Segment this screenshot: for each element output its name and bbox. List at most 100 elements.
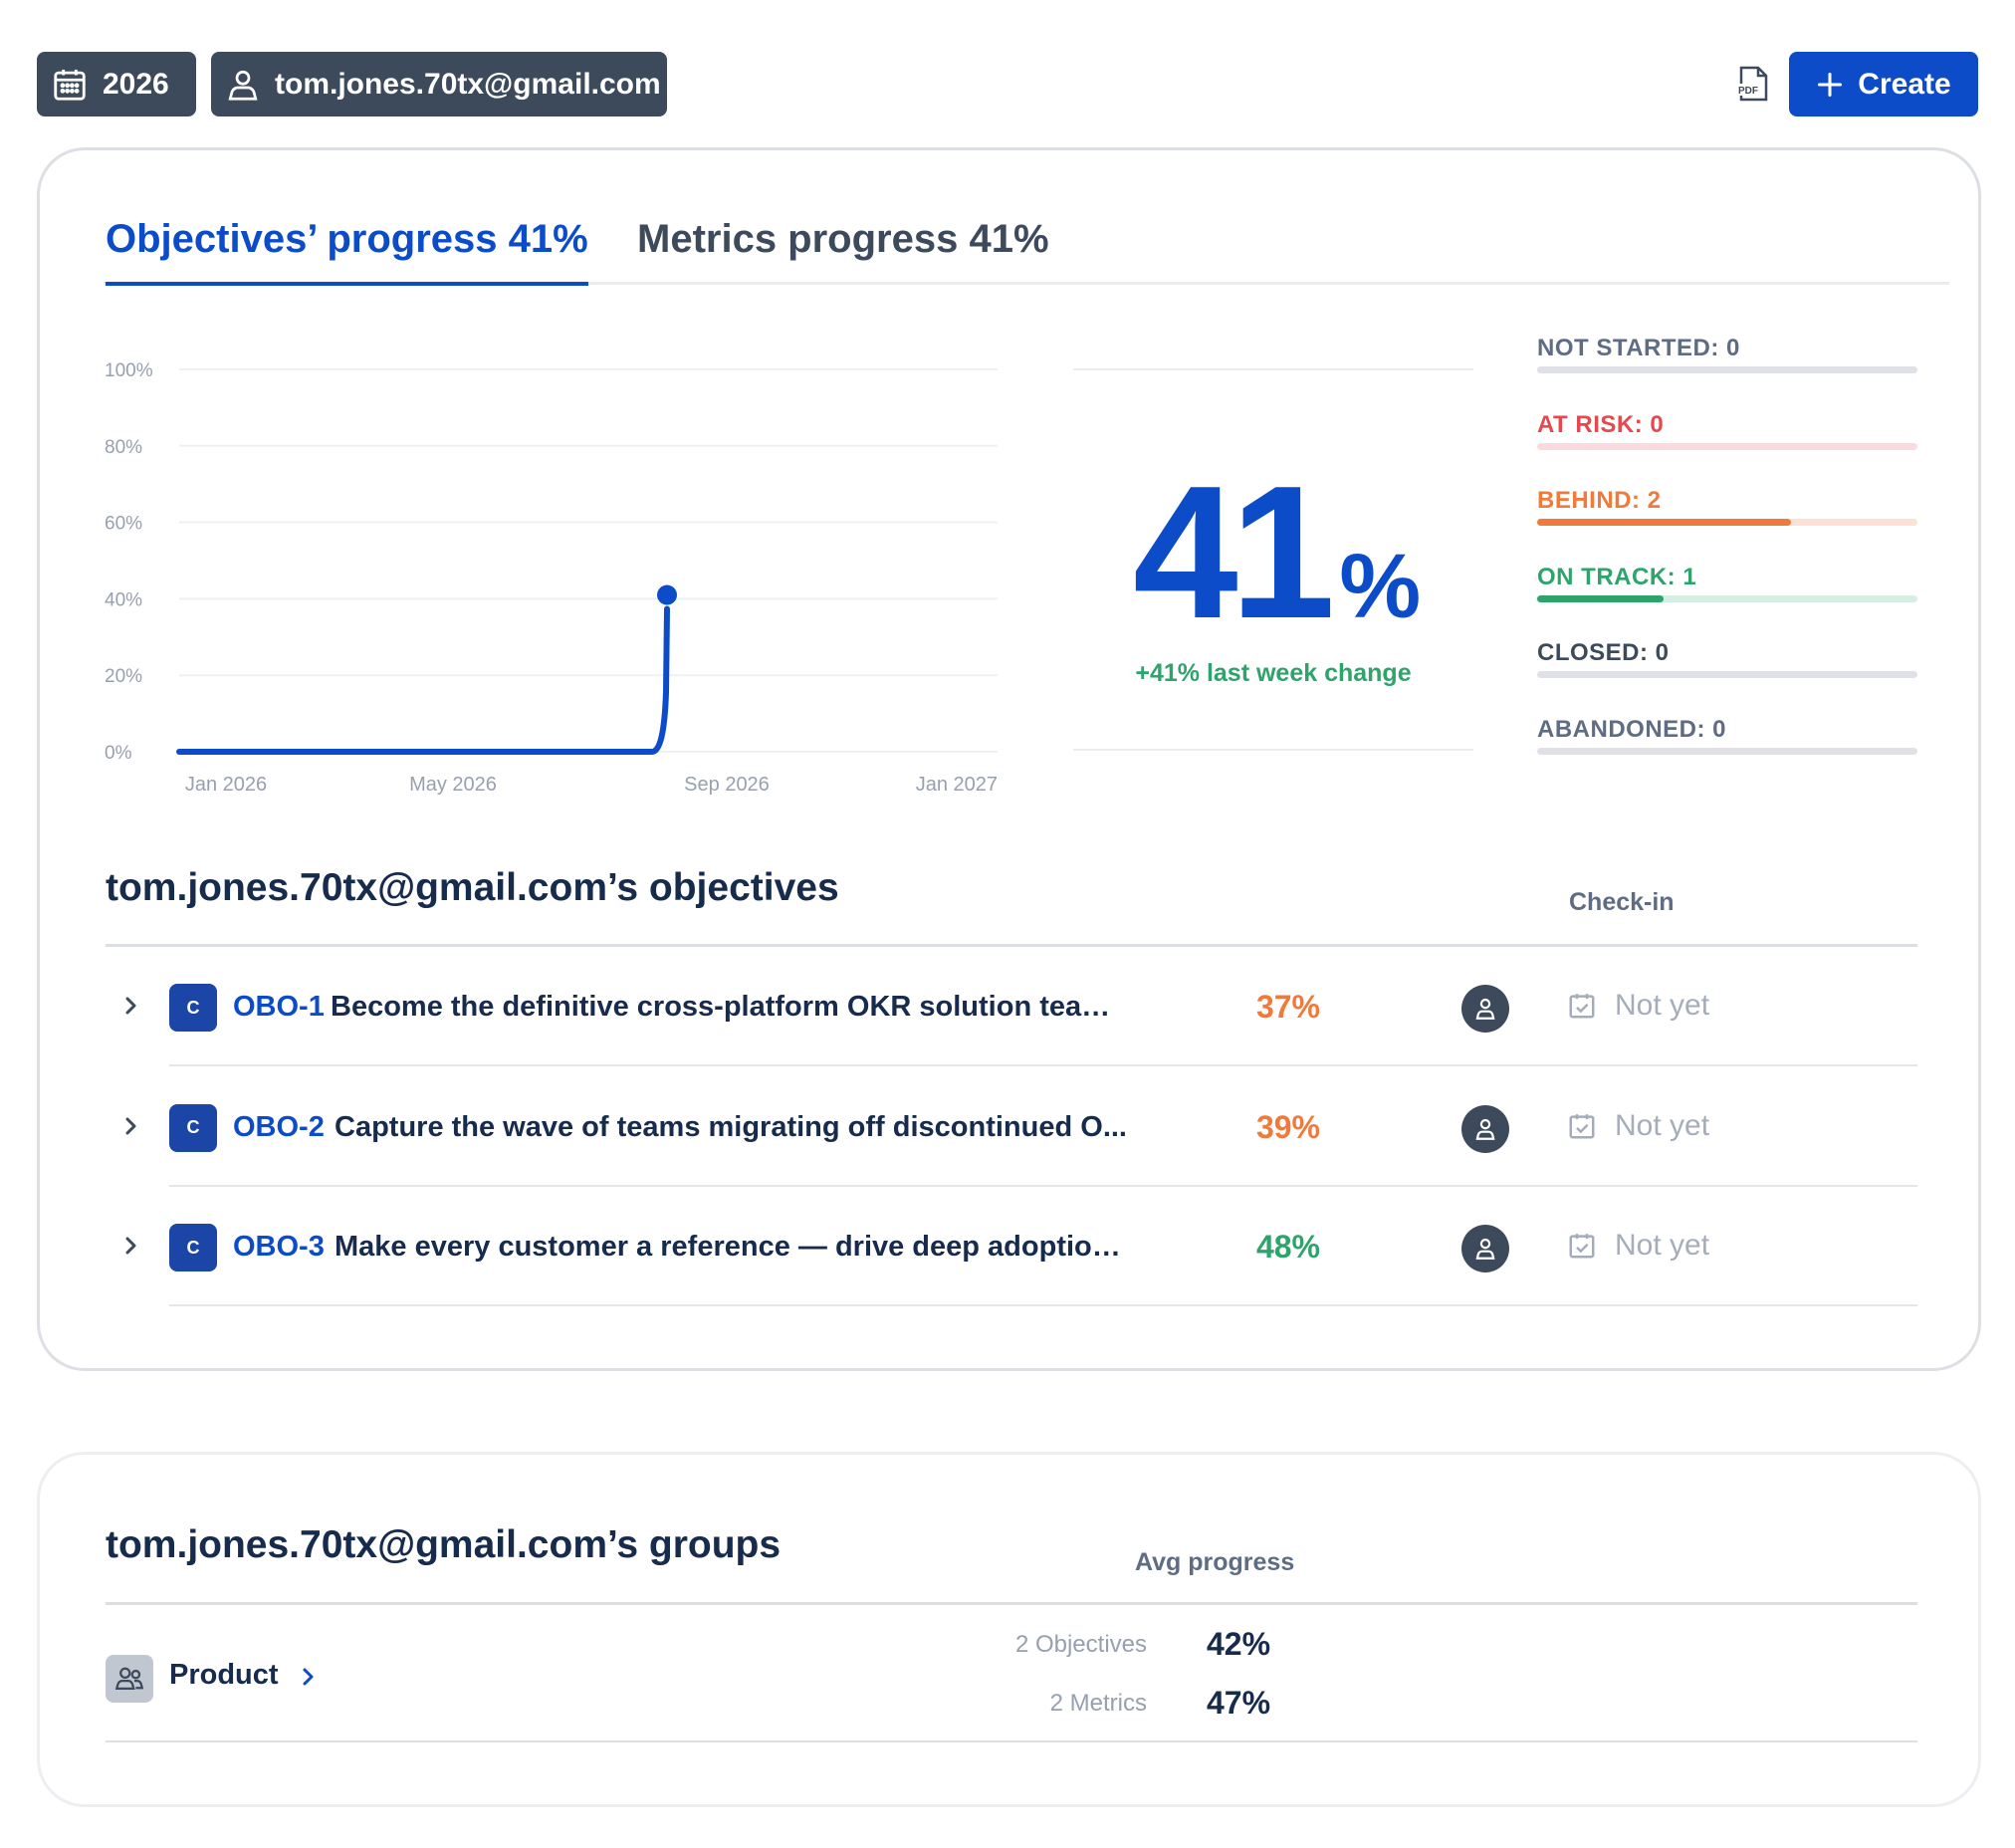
- user-filter[interactable]: tom.jones.70tx@gmail.com: [211, 52, 667, 116]
- person-icon: [228, 70, 258, 101]
- objective-key[interactable]: OBO-1: [233, 991, 325, 1023]
- groups-bottom-rule: [106, 1740, 1917, 1742]
- x-tick-label: Jan 2026: [185, 774, 267, 796]
- objective-type-badge: C: [169, 1103, 217, 1152]
- y-tick-label: 100%: [105, 360, 153, 381]
- status-fill: [1537, 519, 1791, 526]
- progress-tabs: Objectives’ progress 41% Metrics progres…: [104, 217, 1949, 286]
- series-line: [176, 605, 670, 755]
- status-track: [1537, 519, 1917, 526]
- y-tick-label: 80%: [105, 437, 142, 458]
- status-3: ON TRACK: 1: [1537, 564, 1917, 623]
- chevron-right-icon[interactable]: [119, 991, 143, 1021]
- progress-line-chart: 0% 20% 40% 60% 80% 100% Jan 2026 May 2026 Sep 20…: [105, 360, 998, 796]
- series-point[interactable]: [657, 584, 677, 605]
- y-tick-label: 20%: [105, 666, 142, 687]
- status-label: ON TRACK: 1: [1537, 563, 1697, 590]
- groups-card: [37, 1452, 1981, 1807]
- objective-type-badge: C: [169, 1224, 217, 1271]
- status-track: [1537, 442, 1917, 450]
- calendar-check-icon: [1569, 1113, 1595, 1138]
- status-track: [1537, 594, 1917, 602]
- objective-title[interactable]: Make every customer a reference — drive …: [335, 1231, 1131, 1263]
- create-button[interactable]: Create: [1789, 52, 1978, 116]
- svg-text:PDF: PDF: [1738, 86, 1758, 97]
- objective-progress: 48%: [1255, 1229, 1320, 1265]
- plus-icon: [1818, 72, 1843, 97]
- objective-progress: 37%: [1255, 989, 1320, 1025]
- owner-avatar[interactable]: [1461, 1104, 1509, 1153]
- row-divider: [169, 1064, 1917, 1066]
- checkin-status[interactable]: Not yet: [1615, 1229, 1710, 1262]
- avg-progress-header: Avg progress: [1135, 1548, 1295, 1576]
- calendar-check-icon: [1569, 1234, 1595, 1259]
- objectives-title: tom.jones.70tx@gmail.com’s objectives: [106, 866, 839, 909]
- x-tick-label: May 2026: [409, 774, 497, 796]
- person-icon: [1475, 1238, 1495, 1260]
- group-metrics-value: 47%: [1207, 1685, 1271, 1721]
- status-track: [1537, 671, 1917, 678]
- person-icon: [1475, 1118, 1495, 1140]
- group-objectives-label: 2 Objectives: [1014, 1631, 1147, 1658]
- overall-progress-value: 41: [1133, 447, 1335, 658]
- overall-progress-unit: %: [1339, 536, 1422, 637]
- x-tick-label: Jan 2027: [916, 774, 998, 796]
- pdf-icon: PDF: [1736, 66, 1768, 102]
- status-0: NOT STARTED: 0: [1537, 335, 1917, 394]
- chevron-right-icon[interactable]: [119, 1111, 143, 1141]
- overall-progress-panel: 41 % +41% last week change: [1073, 368, 1473, 751]
- status-5: ABANDONED: 0: [1537, 716, 1917, 776]
- checkin-status[interactable]: Not yet: [1615, 1108, 1710, 1142]
- objective-progress: 39%: [1255, 1108, 1320, 1145]
- row-divider: [169, 1304, 1917, 1306]
- status-label: ABANDONED: 0: [1537, 715, 1727, 743]
- status-4: CLOSED: 0: [1537, 639, 1917, 699]
- y-tick-label: 60%: [105, 514, 142, 535]
- people-icon: [114, 1667, 144, 1691]
- x-tick-label: Sep 2026: [684, 774, 770, 796]
- objectives-header-rule: [106, 944, 1917, 947]
- calendar-check-icon: [1569, 994, 1595, 1019]
- chevron-right-icon[interactable]: [119, 1231, 143, 1261]
- objective-row[interactable]: C OBO-1 Become the definitive cross-platfo…: [106, 947, 1917, 1066]
- owner-avatar[interactable]: [1461, 985, 1509, 1033]
- progress-card: [37, 147, 1981, 1371]
- owner-avatar[interactable]: [1461, 1225, 1509, 1272]
- objective-type-badge: C: [169, 984, 217, 1032]
- chevron-right-icon[interactable]: [299, 1663, 319, 1691]
- row-divider: [169, 1184, 1917, 1187]
- objective-key[interactable]: OBO-2: [233, 1110, 325, 1143]
- status-2: BEHIND: 2: [1537, 487, 1917, 547]
- checkin-status[interactable]: Not yet: [1615, 989, 1710, 1022]
- pdf-export-button[interactable]: PDF: [1731, 62, 1775, 106]
- groups-title: tom.jones.70tx@gmail.com’s groups: [106, 1523, 782, 1566]
- status-label: BEHIND: 2: [1537, 487, 1662, 514]
- objective-row[interactable]: C OBO-3 Make every customer a reference — …: [106, 1187, 1917, 1306]
- overall-progress: 41 %: [1133, 458, 1421, 647]
- group-name[interactable]: Product: [169, 1659, 279, 1691]
- tab-objectives-progress[interactable]: Objectives’ progress 41%: [106, 217, 588, 286]
- groups-header-rule: [106, 1602, 1917, 1605]
- tab-metrics-progress[interactable]: Metrics progress 41%: [637, 217, 1049, 261]
- user-label: tom.jones.70tx@gmail.com: [275, 67, 661, 101]
- person-icon: [1475, 998, 1495, 1020]
- status-label: CLOSED: 0: [1537, 639, 1670, 666]
- status-track: [1537, 747, 1917, 755]
- year-label: 2026: [103, 67, 169, 101]
- weekly-change: +41% last week change: [1135, 659, 1412, 687]
- group-metrics-label: 2 Metrics: [1049, 1690, 1147, 1717]
- year-filter[interactable]: 2026: [37, 52, 196, 116]
- status-1: AT RISK: 0: [1537, 411, 1917, 471]
- group-objectives-value: 42%: [1207, 1626, 1271, 1662]
- toolbar: 2026 tom.jones.70tx@gmail.com PDF Create: [37, 52, 1978, 116]
- group-icon: [106, 1655, 153, 1703]
- objective-row[interactable]: C OBO-2 Capture the wave of teams migratin…: [106, 1067, 1917, 1187]
- y-tick-label: 0%: [105, 743, 132, 764]
- status-fill: [1537, 594, 1665, 602]
- objective-title[interactable]: Capture the wave of teams migrating off …: [335, 1110, 1127, 1143]
- objective-title[interactable]: Become the definitive cross-platform OKR…: [331, 991, 1127, 1023]
- checkin-header: Check-in: [1569, 888, 1675, 916]
- objective-key[interactable]: OBO-3: [233, 1231, 325, 1263]
- status-label: NOT STARTED: 0: [1537, 335, 1740, 361]
- create-label: Create: [1858, 67, 1951, 101]
